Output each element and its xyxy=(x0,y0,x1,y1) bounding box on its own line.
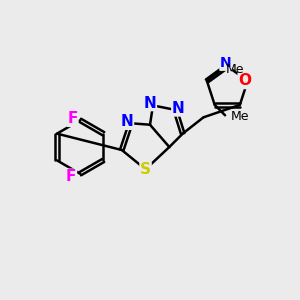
Text: S: S xyxy=(140,162,151,177)
Text: F: F xyxy=(68,111,78,126)
Text: N: N xyxy=(220,56,232,70)
Text: N: N xyxy=(144,95,156,110)
Text: Me: Me xyxy=(230,110,249,123)
Text: O: O xyxy=(238,74,251,88)
Text: N: N xyxy=(121,114,134,129)
Text: F: F xyxy=(66,169,76,184)
Text: Me: Me xyxy=(226,63,244,76)
Text: N: N xyxy=(172,101,184,116)
